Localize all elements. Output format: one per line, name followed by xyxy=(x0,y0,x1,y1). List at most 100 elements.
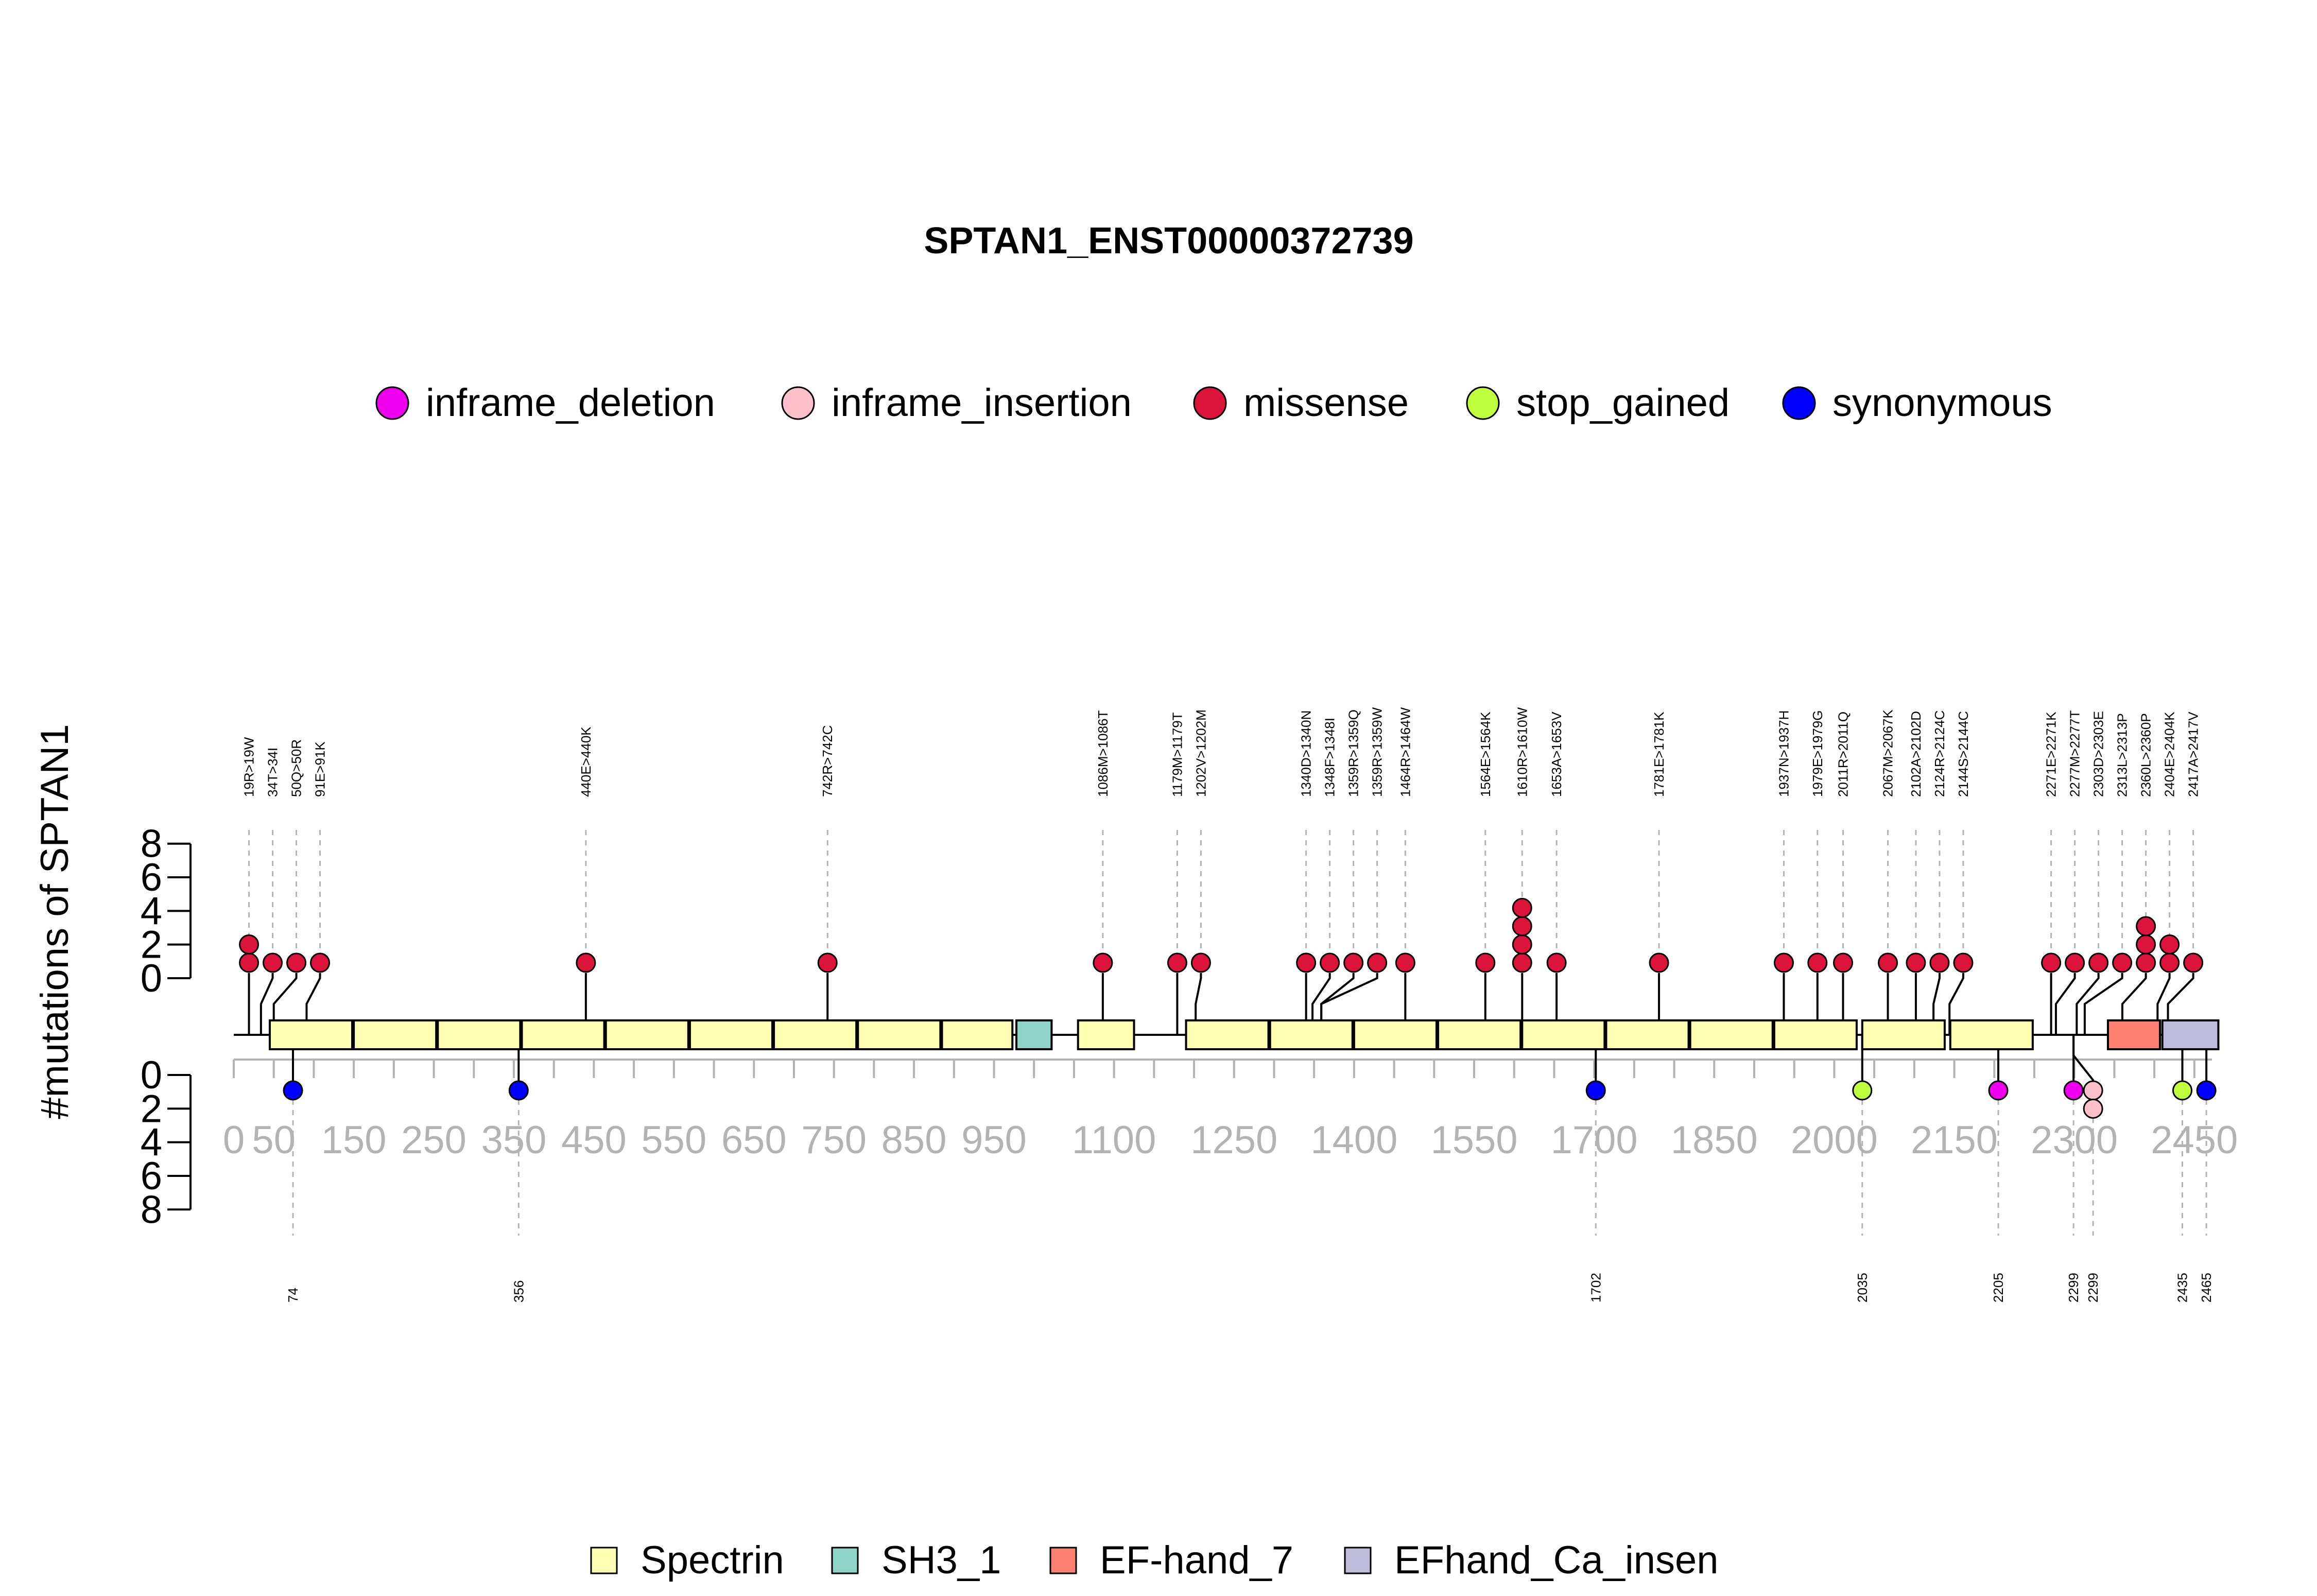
mutation-point-missense xyxy=(1475,952,1496,973)
mutation-label-bottom: 2299 xyxy=(2085,1273,2101,1303)
y-tick-label-top: 4 xyxy=(141,889,162,933)
mutation-point-missense xyxy=(2159,934,2180,955)
mutation-label-bottom: 2435 xyxy=(2174,1273,2190,1303)
mutation-label-bottom: 2465 xyxy=(2199,1273,2214,1303)
mutation-label-top: 1202V>1202M xyxy=(1193,709,1208,797)
mutation-label-top: 91E>91K xyxy=(313,741,328,797)
domain-legend-swatch xyxy=(1344,1547,1372,1574)
mutation-point-missense xyxy=(1906,952,1926,973)
y-tick-label-bottom: 4 xyxy=(141,1121,162,1165)
x-tick-label: 1850 xyxy=(1671,1118,1758,1162)
mutation-label-top: 2417A>2417V xyxy=(2186,712,2201,797)
mutation-point-missense xyxy=(2136,952,2156,973)
mutation-stem-top xyxy=(2083,973,2123,1035)
domain-legend-label: EFhand_Ca_insen xyxy=(1394,1538,1719,1582)
mutation-point-missense xyxy=(1190,952,1211,973)
x-axis: 0 50 150 250 350 450 550 650 750 850 950 1100 1250 14… xyxy=(223,1059,2238,1162)
mutation-label-top: 19R>19W xyxy=(241,737,257,797)
label-guides xyxy=(248,830,2207,1236)
y-tick-label-top: 8 xyxy=(141,822,162,866)
x-tick-label: 1100 xyxy=(1072,1118,1156,1162)
mutation-point-missense xyxy=(1296,952,1317,973)
mutation-label-top: 1610R>1610W xyxy=(1514,707,1530,797)
legend-marker-missense xyxy=(1193,386,1227,420)
x-tick-label: 150 xyxy=(321,1118,387,1162)
domain-efhand-ca-insen xyxy=(2161,1019,2220,1050)
mutation-point-missense xyxy=(2088,952,2109,973)
domain-spectrin xyxy=(857,1019,942,1050)
mutation-label-top: 2404E>2404K xyxy=(2162,712,2177,797)
y-tick-label-bottom: 0 xyxy=(141,1053,162,1097)
domain-legend-swatch xyxy=(831,1547,859,1574)
mutation-point-missense xyxy=(1512,952,1532,973)
mutation-label-top: 1086M>1086T xyxy=(1095,710,1111,797)
mutation-label-top: 2277M>2277T xyxy=(2067,710,2083,797)
domain-legend-label: SH3_1 xyxy=(881,1538,1001,1582)
mutation-label-top: 1464R>1464W xyxy=(1397,707,1413,797)
mutation-point-missense xyxy=(2112,952,2133,973)
mutation-point-missense xyxy=(1093,952,1113,973)
y-tick-label-bottom: 6 xyxy=(141,1154,162,1198)
domain-legend-swatch xyxy=(590,1547,618,1574)
mutation-stem-top xyxy=(2054,973,2076,1035)
domain-spectrin xyxy=(1269,1019,1354,1050)
mutation-label-top: 2124R>2124C xyxy=(1932,710,1947,797)
legend-marker-stop_gained xyxy=(1466,386,1500,420)
mutation-point-missense xyxy=(1512,916,1532,936)
mutation-label-top: 1564E>1564K xyxy=(1478,712,1493,797)
chart-title: SPTAN1_ENST00000372739 xyxy=(924,220,1413,262)
x-tick-label: 1250 xyxy=(1190,1118,1277,1162)
mutation-labels-top: 19R>19W 34T>34I 50Q>50R 91E>91K 440E>440K 742… xyxy=(241,707,2201,797)
y-axis-label: #mutations of SPTAN1 xyxy=(33,724,77,1119)
x-tick-label: 2450 xyxy=(2151,1118,2238,1162)
mutation-points xyxy=(239,898,2217,1119)
domain-spectrin xyxy=(941,1019,1014,1050)
x-tick-label: 1550 xyxy=(1430,1118,1517,1162)
x-tick-label: 650 xyxy=(721,1118,787,1162)
mutation-label-top: 2271E>2271K xyxy=(2044,712,2059,797)
mutation-point-inframe_deletion xyxy=(1988,1080,2009,1101)
domain-spectrin xyxy=(1605,1019,1690,1050)
domain-spectrin xyxy=(1949,1019,2034,1050)
mutation-point-missense xyxy=(1878,952,1898,973)
mutation-point-missense xyxy=(2065,952,2085,973)
mutation-label-top: 2313L>2313P xyxy=(2115,713,2130,797)
domain-sh3-1 xyxy=(1015,1019,1053,1050)
mutation-point-missense xyxy=(1953,952,1974,973)
mutation-point-inframe_deletion xyxy=(2063,1080,2084,1101)
x-tick-label: 1400 xyxy=(1310,1118,1397,1162)
mutation-point-missense xyxy=(286,952,307,973)
mutation-point-missense xyxy=(2136,916,2156,936)
mutation-label-top: 1781E>1781K xyxy=(1651,712,1667,797)
legend-label-missense: missense xyxy=(1243,381,1409,425)
mutation-point-synonymous xyxy=(283,1080,303,1101)
mutation-label-bottom: 356 xyxy=(511,1280,526,1303)
mutation-label-top: 34T>34I xyxy=(265,748,281,797)
x-tick-label: 2000 xyxy=(1791,1118,1878,1162)
domain-spectrin xyxy=(604,1019,689,1050)
mutation-label-bottom: 74 xyxy=(285,1288,301,1303)
mutation-label-top: 2360L>2360P xyxy=(2138,713,2154,797)
mutation-stem-top xyxy=(260,973,274,1035)
mutation-point-missense xyxy=(1320,952,1340,973)
mutation-point-missense xyxy=(2159,952,2180,973)
domain-spectrin xyxy=(1185,1019,1270,1050)
x-tick-label: 850 xyxy=(881,1118,947,1162)
domain-spectrin xyxy=(1773,1019,1858,1050)
domain-spectrin xyxy=(521,1019,606,1050)
x-tick-label: 950 xyxy=(961,1118,1027,1162)
mutation-point-missense xyxy=(1395,952,1415,973)
y-tick-label-top: 6 xyxy=(141,856,162,899)
domain-spectrin xyxy=(1861,1019,1946,1050)
domain-spectrin xyxy=(1689,1019,1774,1050)
y-tick-label-bottom: 8 xyxy=(141,1188,162,1231)
domain-spectrin xyxy=(353,1019,438,1050)
mutation-point-missense xyxy=(2183,952,2204,973)
domain-ef-hand-7 xyxy=(2106,1019,2161,1050)
mutation-label-top: 1359R>1359Q xyxy=(1346,709,1361,797)
x-tick-label: 50 xyxy=(252,1118,296,1162)
x-tick-label: 250 xyxy=(401,1118,466,1162)
mutation-stem-top xyxy=(2076,973,2100,1035)
mutation-label-top: 1179M>1179T xyxy=(1169,712,1185,797)
